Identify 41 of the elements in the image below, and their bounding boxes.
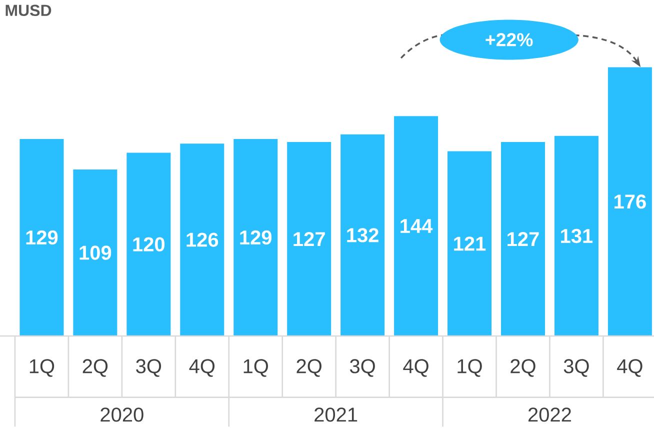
data-label: 127 — [508, 232, 539, 246]
text: 2022 — [528, 408, 571, 422]
x-tick-label: 3Q — [136, 359, 162, 377]
x-tick-label: 4Q — [189, 359, 215, 377]
data-label: 132 — [347, 228, 378, 242]
text: 2020 — [100, 408, 144, 422]
x-tick-label: 2Q — [82, 359, 108, 377]
x-tick-label: 1Q — [458, 359, 482, 377]
y-axis-title: MUSD — [6, 4, 52, 16]
x-tick-label: 1Q — [30, 359, 54, 377]
bar — [126, 152, 171, 336]
x-tick-label: 3Q — [350, 359, 375, 377]
data-label: 127 — [294, 232, 325, 246]
bar — [20, 138, 64, 336]
bar — [554, 136, 598, 336]
text: 2021 — [314, 408, 358, 422]
data-label: 120 — [133, 237, 165, 252]
data-label: 129 — [240, 230, 272, 245]
data-label: 176 — [614, 194, 646, 209]
data-label: 121 — [454, 236, 486, 251]
x-tick-label: 4Q — [403, 359, 428, 377]
x-tick-label: 1Q — [244, 359, 268, 377]
data-label: 129 — [26, 230, 58, 245]
data-label: 131 — [561, 228, 593, 244]
bar — [500, 142, 545, 336]
bar — [448, 151, 492, 336]
data-label: 144 — [400, 219, 433, 233]
bar — [180, 144, 224, 336]
bar — [608, 67, 652, 336]
data-label: 109 — [80, 246, 112, 260]
x-tick-label: 2Q — [296, 359, 322, 377]
bar — [287, 142, 332, 336]
bar — [394, 116, 438, 336]
text: +22% — [486, 33, 533, 46]
data-label: 126 — [186, 232, 218, 247]
bar — [73, 170, 118, 336]
x-tick-label: 4Q — [617, 359, 642, 377]
x-tick-label: 3Q — [564, 359, 589, 377]
bar — [234, 138, 278, 336]
x-tick-label: 2Q — [510, 359, 536, 377]
bar — [340, 134, 385, 336]
